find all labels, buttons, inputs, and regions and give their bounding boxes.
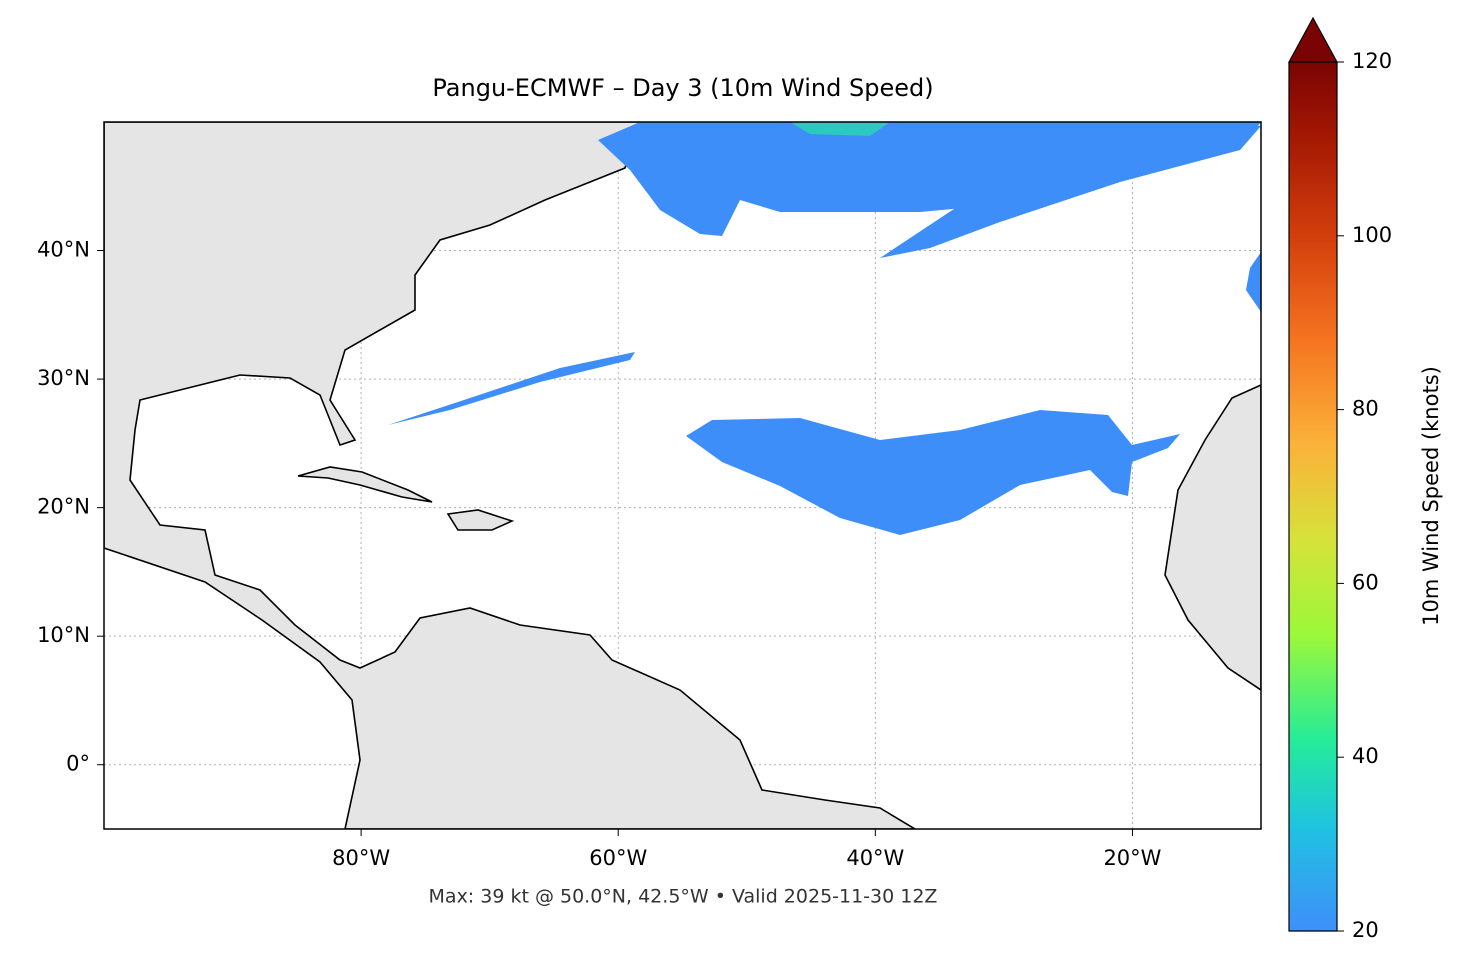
colorbar-extend — [1287, 16, 1339, 63]
map-frame — [103, 121, 1262, 830]
colorbar-tick-label: 20 — [1352, 918, 1379, 942]
x-tick-label: 80°W — [332, 846, 390, 870]
y-tick-label: 40°N — [37, 238, 90, 262]
colorbar-frame — [1288, 62, 1338, 932]
cuba — [297, 466, 433, 503]
map-area — [104, 122, 1261, 829]
colorbar-label: 10m Wind Speed (knots) — [1419, 366, 1443, 626]
y-tick-label: 10°N — [37, 623, 90, 647]
y-tick-label: 0° — [66, 752, 90, 776]
wind-band-sub — [388, 352, 635, 425]
colorbar-tick-label: 60 — [1352, 570, 1379, 594]
wind-band-east — [880, 126, 1261, 258]
colorbar-tick-label: 120 — [1352, 49, 1392, 73]
footnote: Max: 39 kt @ 50.0°N, 42.5°W • Valid 2025… — [429, 886, 938, 908]
x-tick-label: 60°W — [589, 846, 647, 870]
y-tick-label: 30°N — [37, 366, 90, 390]
y-tick-label: 20°N — [37, 495, 90, 519]
hispaniola — [446, 509, 515, 531]
x-tick-label: 20°W — [1103, 846, 1161, 870]
colorbar-tick-label: 80 — [1352, 397, 1379, 421]
map-title: Pangu-ECMWF – Day 3 (10m Wind Speed) — [432, 74, 933, 102]
africa — [1164, 384, 1261, 691]
x-tick-label: 40°W — [846, 846, 904, 870]
americas — [104, 122, 917, 829]
colorbar-tick-label: 100 — [1352, 223, 1392, 247]
colorbar-tick-label: 40 — [1352, 744, 1379, 768]
wind-band-trade — [686, 410, 1180, 535]
wind-max — [790, 122, 890, 136]
wind-patch-east — [1246, 252, 1261, 312]
colorbar — [1289, 62, 1337, 931]
